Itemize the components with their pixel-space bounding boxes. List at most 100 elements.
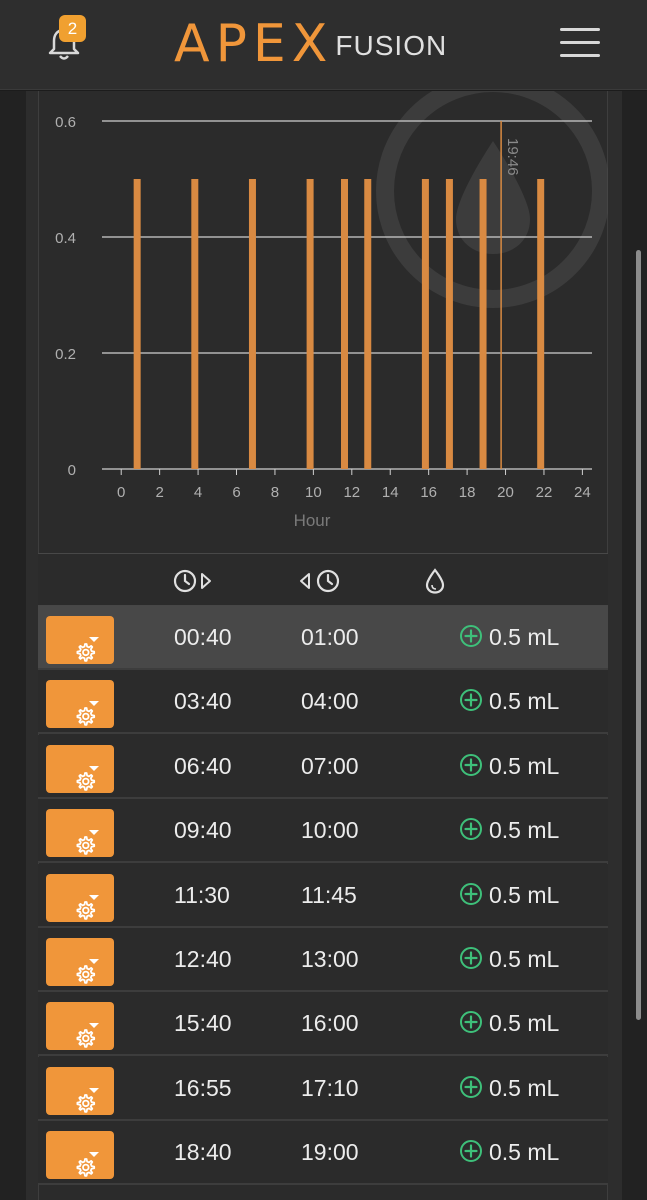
gear-icon [76, 1158, 96, 1177]
gear-icon [76, 836, 96, 855]
volume-cell: 0.5 mL [459, 817, 559, 844]
apex-fusion-logo[interactable]: APEX FUSION [174, 18, 447, 70]
table-row[interactable]: 12:40 13:00 0.5 mL [38, 928, 608, 992]
chevron-down-icon [89, 1087, 99, 1093]
volume-value: 0.5 mL [489, 1074, 560, 1101]
gear-icon [76, 707, 96, 727]
row-settings-button[interactable] [46, 873, 114, 922]
gear-icon [76, 900, 96, 920]
table-row[interactable]: 09:40 10:00 0.5 mL [38, 799, 608, 864]
end-time-cell: 07:00 [301, 752, 359, 779]
volume-cell: 0.5 mL [459, 1139, 559, 1166]
row-settings-button[interactable] [46, 744, 114, 793]
x-tick-label: 14 [382, 484, 399, 501]
chevron-down-icon [89, 1152, 99, 1158]
y-tick-label: 0 [68, 462, 76, 479]
start-time-cell: 06:40 [174, 752, 232, 779]
gear-icon [76, 1093, 96, 1113]
notification-badge[interactable]: 2 [59, 15, 86, 42]
row-settings-button[interactable] [46, 1066, 114, 1115]
chart-bar [191, 179, 199, 469]
x-tick-label: 18 [459, 484, 476, 501]
y-tick-label: 0.4 [55, 230, 76, 247]
end-time-cell: 13:00 [301, 946, 359, 972]
x-tick-label: 10 [305, 484, 322, 501]
chevron-down-icon [89, 1023, 99, 1029]
start-time-cell: 03:40 [174, 688, 232, 715]
x-tick-label: 8 [271, 484, 279, 501]
y-tick-label: 0.6 [55, 114, 76, 131]
add-circle-icon[interactable] [459, 1075, 483, 1099]
volume-cell: 0.5 mL [459, 624, 559, 651]
table-row[interactable]: 16:55 17:10 0.5 mL [38, 1056, 608, 1121]
add-circle-icon[interactable] [459, 624, 483, 648]
divider [38, 553, 608, 554]
chart-bar [537, 179, 545, 469]
start-time-cell: 15:40 [174, 1010, 232, 1037]
watermark-ring-icon [376, 91, 608, 308]
start-time-cell: 00:40 [174, 624, 232, 650]
row-settings-button[interactable] [46, 1131, 114, 1180]
row-settings-button[interactable] [46, 938, 114, 986]
chart-bar [479, 179, 487, 469]
hamburger-menu-button[interactable] [560, 28, 600, 62]
table-row[interactable]: 06:40 07:00 0.5 mL [38, 734, 608, 799]
droplet-icon [425, 568, 445, 594]
chart-bar [341, 179, 349, 469]
x-tick-label: 4 [194, 484, 202, 501]
end-time-icon [300, 569, 340, 593]
end-time-cell: 01:00 [301, 624, 359, 650]
scrollbar[interactable] [636, 250, 641, 1020]
row-settings-button[interactable] [46, 809, 114, 858]
add-circle-icon[interactable] [459, 753, 483, 777]
volume-cell: 0.5 mL [459, 882, 559, 909]
end-time-cell: 17:10 [301, 1074, 359, 1101]
add-circle-icon[interactable] [459, 1139, 483, 1163]
chevron-down-icon [89, 701, 99, 707]
x-axis-label: Hour [294, 511, 331, 530]
x-tick-label: 24 [574, 484, 591, 501]
add-circle-icon[interactable] [459, 817, 483, 841]
add-circle-icon[interactable] [459, 946, 483, 970]
add-circle-icon[interactable] [459, 882, 483, 906]
end-time-cell: 19:00 [301, 1139, 359, 1166]
table-row[interactable]: 00:40 01:00 0.5 mL [38, 606, 608, 670]
volume-cell: 0.5 mL [459, 688, 559, 715]
row-settings-button[interactable] [46, 1002, 114, 1051]
x-tick-label: 2 [155, 484, 163, 501]
end-time-cell: 16:00 [301, 1010, 359, 1037]
end-time-cell: 04:00 [301, 688, 359, 715]
menu-bar-icon [560, 28, 600, 31]
volume-cell: 0.5 mL [459, 753, 559, 780]
row-settings-button[interactable] [46, 616, 114, 664]
start-time-cell: 09:40 [174, 817, 232, 844]
x-tick-label: 22 [536, 484, 553, 501]
volume-value: 0.5 mL [489, 752, 560, 779]
add-circle-icon[interactable] [459, 1010, 483, 1034]
chevron-down-icon [89, 830, 99, 836]
row-settings-button[interactable] [46, 680, 114, 729]
volume-value: 0.5 mL [489, 624, 560, 650]
chart-bar [421, 179, 429, 469]
table-header [38, 554, 608, 606]
start-time-cell: 16:55 [174, 1074, 232, 1101]
table-row[interactable]: 03:40 04:00 0.5 mL [38, 670, 608, 735]
chart-bar [364, 179, 372, 469]
add-circle-icon[interactable] [459, 688, 483, 712]
table-row[interactable]: 18:40 19:00 0.5 mL [38, 1121, 608, 1186]
logo-main-text: APEX [174, 14, 334, 74]
table-row[interactable]: 11:30 11:45 0.5 mL [38, 863, 608, 928]
volume-value: 0.5 mL [489, 688, 560, 715]
volume-value: 0.5 mL [489, 1139, 560, 1166]
current-time-label: 19:46 [504, 138, 521, 176]
start-time-cell: 11:30 [174, 881, 230, 908]
gear-icon [76, 1029, 96, 1049]
table-row[interactable]: 15:40 16:00 0.5 mL [38, 992, 608, 1057]
volume-cell: 0.5 mL [459, 946, 559, 973]
volume-cell: 0.5 mL [459, 1010, 559, 1037]
volume-value: 0.5 mL [489, 946, 560, 972]
chevron-down-icon [89, 637, 99, 642]
x-tick-label: 0 [117, 484, 125, 501]
end-time-cell: 11:45 [301, 881, 357, 908]
gear-icon [76, 771, 96, 791]
